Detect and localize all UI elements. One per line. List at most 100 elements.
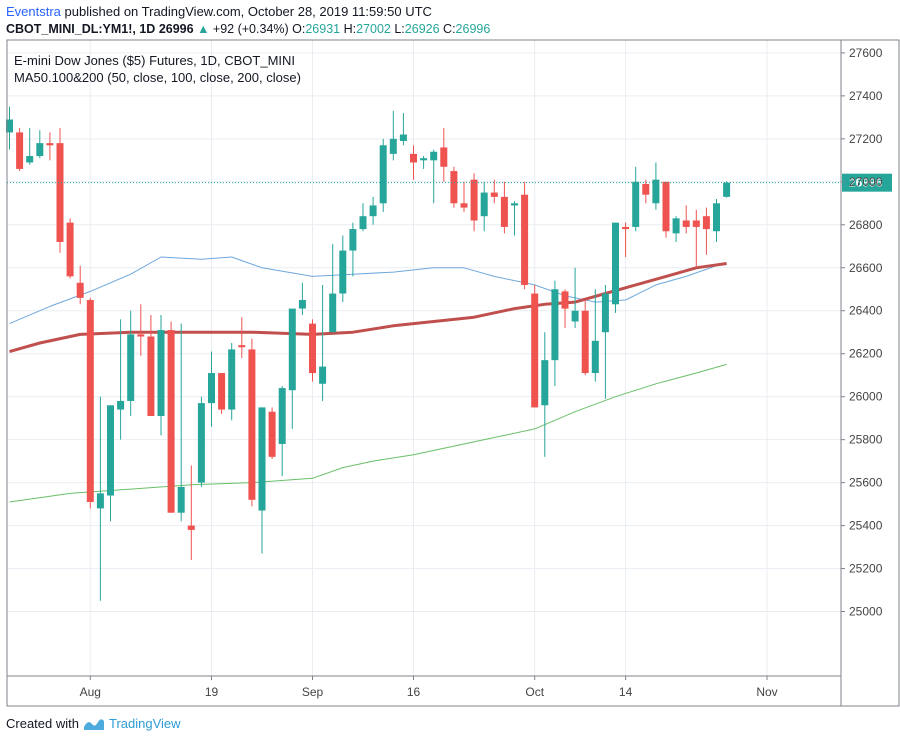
candle-body [96, 493, 104, 509]
candle [339, 235, 347, 303]
candle-body [420, 158, 428, 161]
candle [16, 128, 24, 172]
candle-body [359, 216, 367, 230]
candle [702, 207, 710, 255]
ma200-line [9, 363, 727, 503]
candle [410, 145, 417, 180]
x-tick-label: 16 [407, 685, 421, 699]
candle [490, 179, 498, 204]
candle-body [319, 366, 327, 384]
candle [652, 162, 660, 210]
candle [329, 244, 337, 333]
candle [632, 166, 640, 232]
candle [107, 405, 114, 522]
candle-body [177, 486, 185, 513]
y-tick-label: 25000 [849, 605, 883, 619]
x-tick-label: 19 [205, 685, 219, 699]
candle [591, 289, 599, 382]
candle [127, 310, 135, 417]
y-tick-label: 27200 [849, 132, 883, 146]
y-tick-label: 27600 [849, 46, 883, 60]
candle [460, 181, 468, 212]
axes: 25000 25200 25400 25600 25800 26000 26200 26400… [6, 39, 900, 707]
x-tick-label: 14 [619, 685, 633, 699]
candle-body [238, 345, 246, 348]
grid [7, 40, 841, 676]
footer-brand[interactable]: TradingView [108, 716, 181, 731]
y-tick-label: 25400 [849, 519, 883, 533]
ma50-line [9, 256, 727, 325]
candle-body [76, 282, 84, 298]
candle-body [167, 330, 175, 513]
candle [218, 373, 226, 414]
candle-body [369, 205, 377, 217]
candle-body [500, 196, 508, 227]
tradingview-logo-icon [83, 718, 104, 730]
candle-body [228, 349, 236, 410]
candle-body [622, 226, 630, 230]
candle [298, 282, 306, 316]
candle-body [329, 293, 337, 333]
candles [6, 106, 731, 601]
candle [147, 315, 155, 417]
candle [268, 407, 276, 459]
high-value: 27002 [356, 22, 391, 36]
author-link[interactable]: Eventstra [6, 4, 61, 19]
moving-averages [9, 256, 727, 503]
candle-body [309, 323, 316, 374]
candle [76, 265, 84, 305]
x-tick-label: Nov [756, 685, 777, 699]
candle [531, 284, 539, 408]
y-tick-label: 25800 [849, 433, 883, 447]
candle [96, 396, 104, 601]
candle-body [702, 216, 710, 230]
y-tick-label: 26600 [849, 261, 883, 275]
candle [561, 289, 569, 328]
candle [571, 267, 579, 328]
candle [581, 299, 589, 376]
candle-body [521, 194, 529, 285]
candle-body [470, 179, 478, 221]
candle-body [652, 179, 660, 204]
candle [369, 196, 377, 225]
candle [26, 128, 34, 165]
candle-body [399, 134, 407, 141]
candle [309, 319, 316, 382]
candle [450, 166, 458, 208]
candle-body [389, 138, 397, 154]
x-tick-label: Aug [80, 685, 101, 699]
candle-body [56, 143, 64, 242]
y-tick-label: 26400 [849, 304, 883, 318]
candle [480, 181, 488, 232]
candle [137, 304, 145, 356]
last-price: 26996 [158, 22, 194, 36]
last-price-tag-label: 26996 [849, 176, 883, 190]
y-tick-label: 26000 [849, 390, 883, 404]
candle [167, 321, 175, 513]
candle [157, 315, 165, 436]
candle-body [26, 156, 34, 163]
candle-body [581, 310, 589, 374]
footer: Created with TradingView [6, 716, 181, 731]
candle [187, 465, 195, 560]
candle-body [490, 192, 498, 197]
candle-body [339, 250, 347, 294]
candle [197, 396, 205, 487]
candle [177, 323, 185, 522]
candle-body [137, 334, 145, 337]
candle-body [460, 203, 468, 208]
ma100-line [9, 262, 727, 354]
chart-legend: E-mini Dow Jones ($5) Futures, 1D, CBOT_… [14, 53, 301, 85]
candle [228, 342, 236, 421]
candle [379, 138, 387, 212]
candle [511, 201, 518, 236]
candle-body [713, 203, 720, 232]
candle-body [16, 132, 24, 169]
low-label: L: [394, 22, 405, 36]
candle-body [6, 119, 13, 133]
time-axis-frame [6, 675, 842, 707]
candle [723, 181, 731, 198]
candle [612, 222, 619, 313]
candle [551, 280, 559, 386]
